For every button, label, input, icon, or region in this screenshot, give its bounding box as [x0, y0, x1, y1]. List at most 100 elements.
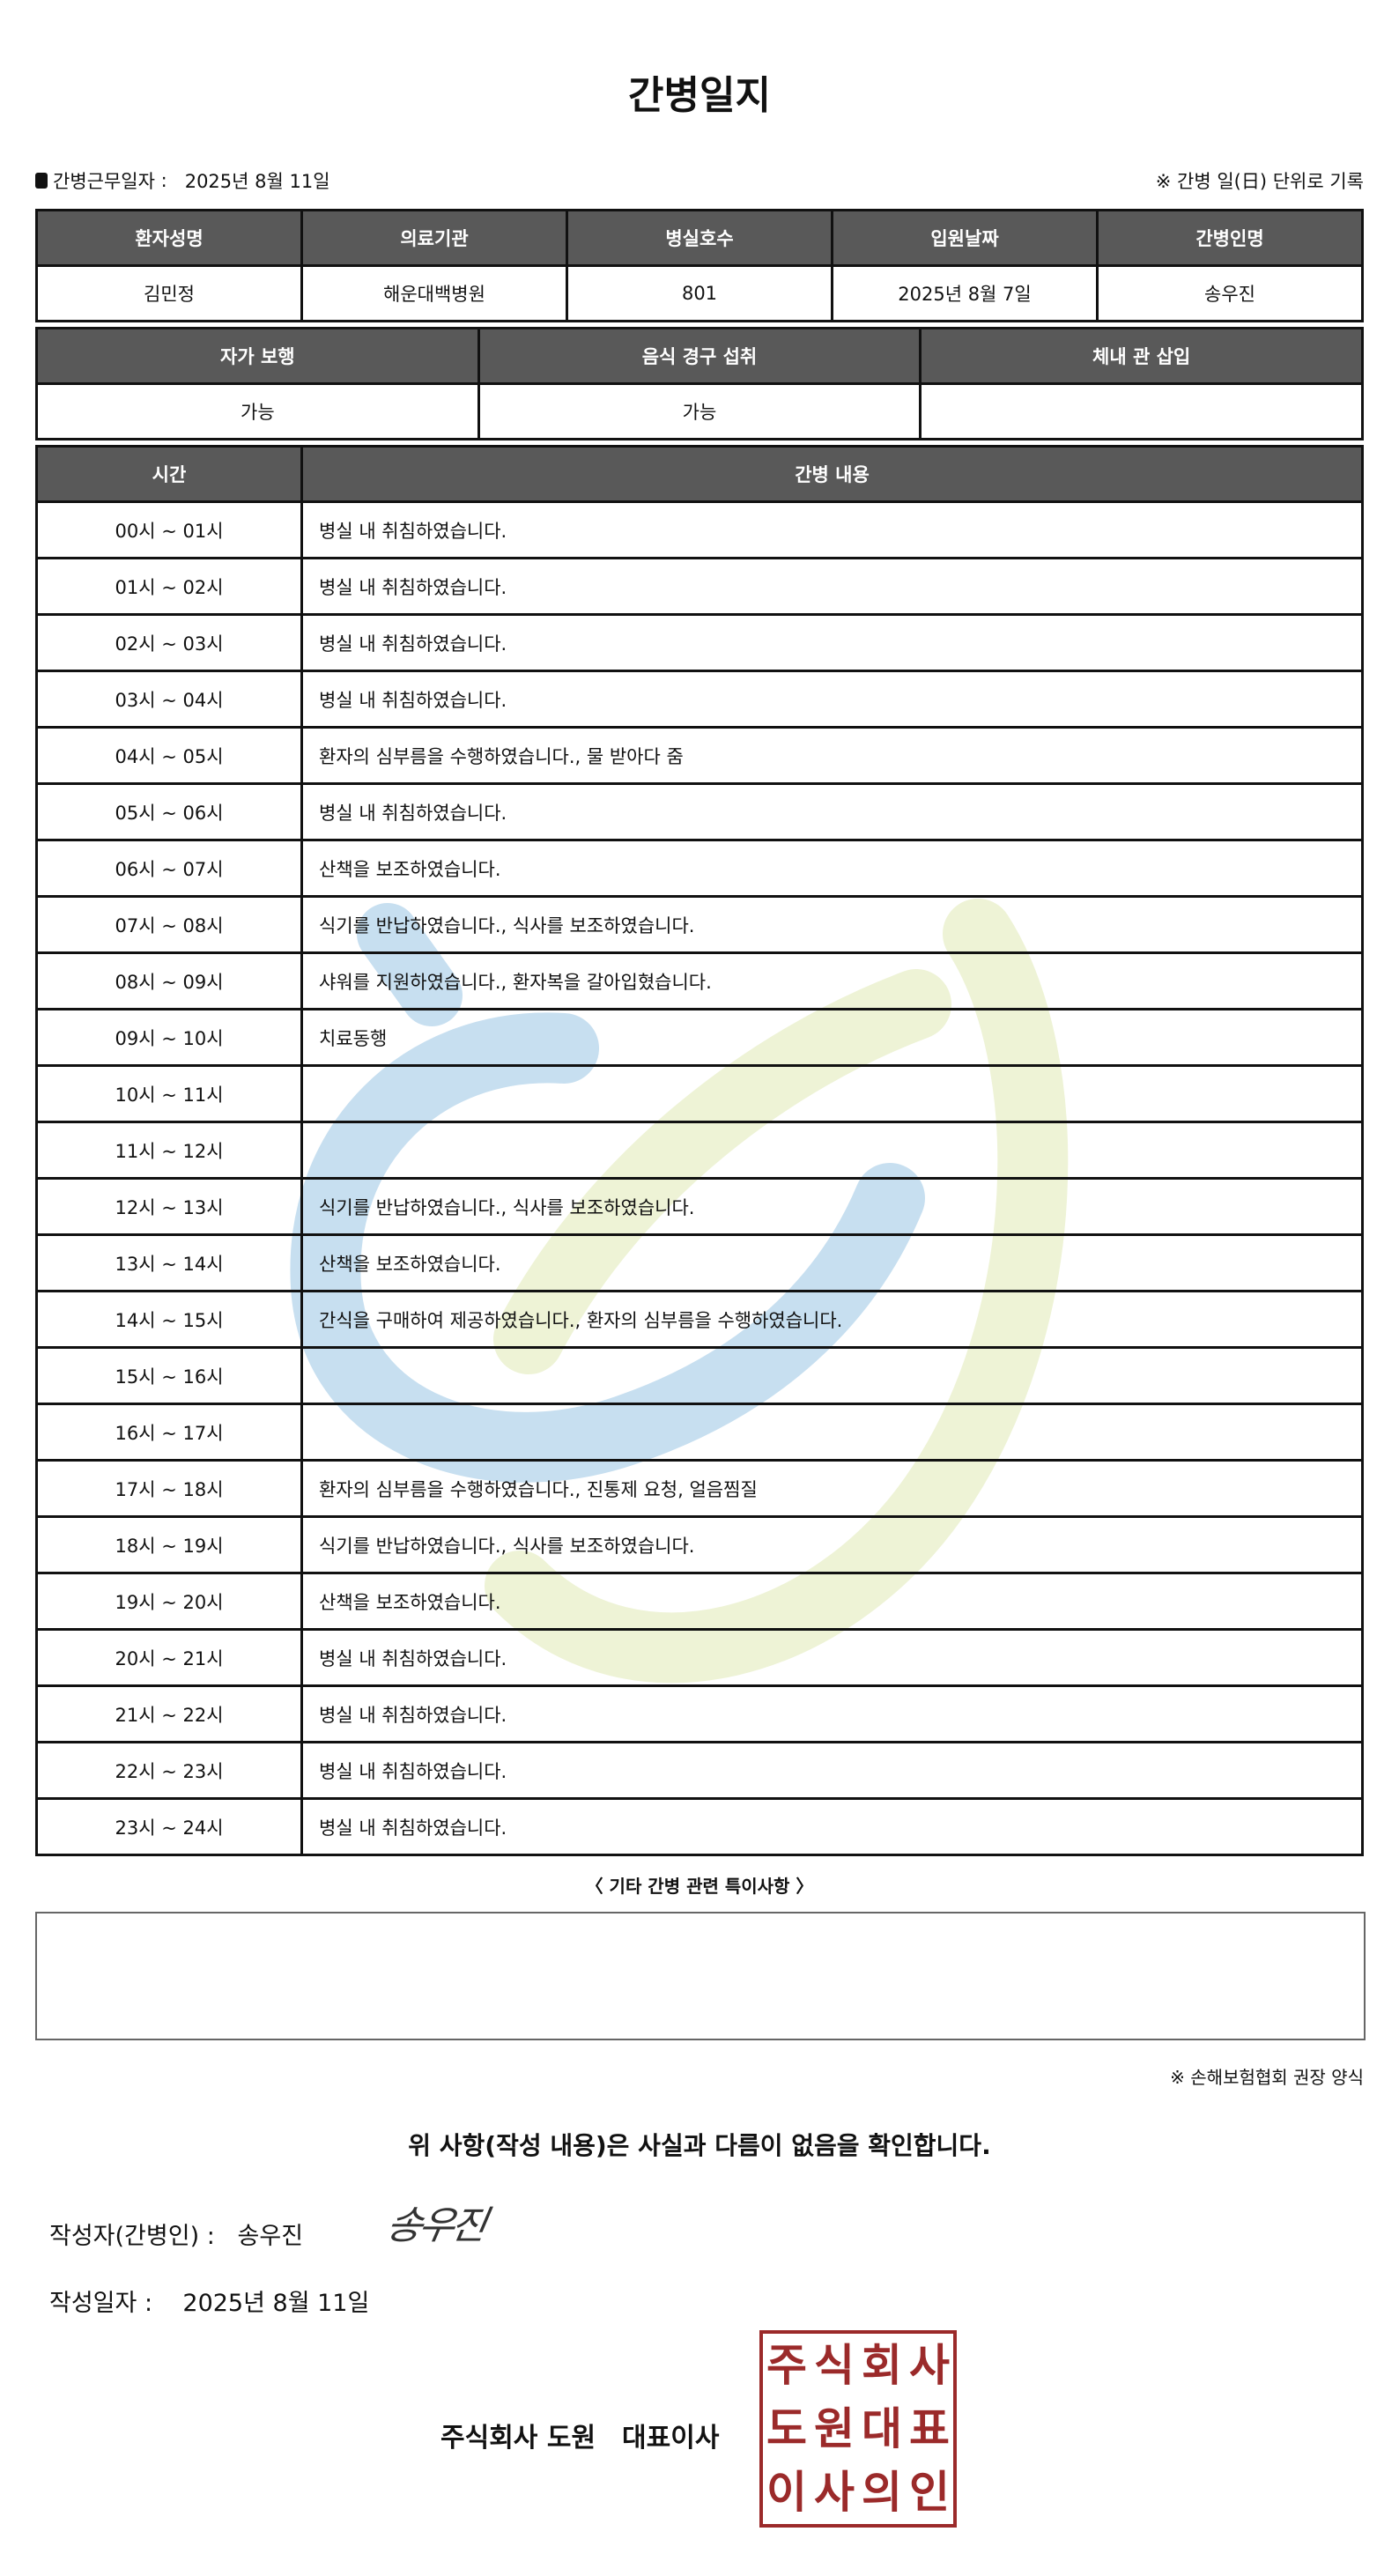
time-cell: 10시 ~ 11시: [35, 1064, 303, 1123]
time-cell: 11시 ~ 12시: [35, 1121, 303, 1180]
table-row: 05시 ~ 06시 병실 내 취침하였습니다.: [35, 782, 1364, 841]
write-date-line: 작성일자 : 2025년 8월 11일: [49, 2284, 369, 2318]
table-row: 09시 ~ 10시 치료동행: [35, 1008, 1364, 1067]
table-row: 10시 ~ 11시: [35, 1064, 1364, 1123]
content-cell: [300, 1403, 1364, 1462]
content-cell: 병실 내 취침하였습니다.: [300, 1741, 1364, 1800]
table-row: 01시 ~ 02시 병실 내 취침하였습니다.: [35, 557, 1364, 616]
header-walking: 자가 보행: [35, 327, 480, 385]
table-row: 18시 ~ 19시 식기를 반납하였습니다., 식사를 보조하였습니다.: [35, 1515, 1364, 1574]
content-cell: 치료동행: [300, 1008, 1364, 1067]
content-cell: 식기를 반납하였습니다., 식사를 보조하였습니다.: [300, 1515, 1364, 1574]
time-cell: 16시 ~ 17시: [35, 1403, 303, 1462]
content-cell: 병실 내 취침하였습니다.: [300, 1684, 1364, 1743]
time-cell: 21시 ~ 22시: [35, 1684, 303, 1743]
table-row: 08시 ~ 09시 샤워를 지원하였습니다., 환자복을 갈아입혔습니다.: [35, 951, 1364, 1010]
header-admission-date: 입원날짜: [831, 209, 1099, 267]
confirm-statement: 위 사항(작성 내용)은 사실과 다름이 없음을 확인합니다.: [408, 2131, 991, 2160]
time-cell: 17시 ~ 18시: [35, 1459, 303, 1518]
content-cell: [300, 1346, 1364, 1405]
room-number: 801: [566, 264, 833, 322]
table-row: 15시 ~ 16시: [35, 1346, 1364, 1405]
time-cell: 12시 ~ 13시: [35, 1177, 303, 1236]
form-note: ※ 손해보험협회 권장 양식: [1170, 2067, 1364, 2088]
time-cell: 23시 ~ 24시: [35, 1797, 303, 1856]
time-cell: 14시 ~ 15시: [35, 1290, 303, 1349]
page-title: 간병일지: [628, 73, 771, 118]
patient-name: 김민정: [35, 264, 303, 322]
time-cell: 05시 ~ 06시: [35, 782, 303, 841]
table-row: 14시 ~ 15시 간식을 구매하여 제공하였습니다., 환자의 심부름을 수행하…: [35, 1290, 1364, 1349]
time-cell: 20시 ~ 21시: [35, 1628, 303, 1687]
content-cell: 환자의 심부름을 수행하였습니다., 물 받아다 줌: [300, 726, 1364, 785]
time-cell: 19시 ~ 20시: [35, 1572, 303, 1631]
work-date-line: 간병근무일자 : 2025년 8월 11일: [35, 167, 330, 194]
write-date-label: 작성일자 :: [49, 2290, 153, 2317]
time-cell: 13시 ~ 14시: [35, 1233, 303, 1292]
table-row: 11시 ~ 12시: [35, 1121, 1364, 1180]
content-cell: 환자의 심부름을 수행하였습니다., 진통제 요청, 얼음찜질: [300, 1459, 1364, 1518]
table-row: 07시 ~ 08시 식기를 반납하였습니다., 식사를 보조하였습니다.: [35, 895, 1364, 954]
content-cell: 병실 내 취침하였습니다.: [300, 613, 1364, 672]
work-date-label: 간병근무일자: [53, 171, 155, 192]
square-bullet-icon: [35, 173, 48, 189]
content-cell: 병실 내 취침하였습니다.: [300, 1628, 1364, 1687]
stamp-char: 표: [909, 2403, 950, 2454]
colon: :: [154, 170, 185, 191]
work-date-value: 2025년 8월 11일: [184, 171, 330, 192]
stamp-char: 의: [862, 2467, 902, 2518]
table-row: 12시 ~ 13시 식기를 반납하였습니다., 식사를 보조하였습니다.: [35, 1177, 1364, 1236]
table-row: 06시 ~ 07시 산책을 보조하였습니다.: [35, 839, 1364, 898]
table-row: 20시 ~ 21시 병실 내 취침하였습니다.: [35, 1628, 1364, 1687]
writer-line: 작성자(간병인) : 송우진: [49, 2217, 303, 2251]
time-cell: 03시 ~ 04시: [35, 670, 303, 729]
content-cell: 산책을 보조하였습니다.: [300, 1233, 1364, 1292]
header-patient-name: 환자성명: [35, 209, 303, 267]
content-cell: 산책을 보조하였습니다.: [300, 1572, 1364, 1631]
handwritten-signature: 송우진: [382, 2203, 488, 2248]
writer-name: 송우진: [237, 2223, 304, 2250]
header-content: 간병 내용: [300, 445, 1364, 503]
header-tube: 체내 관 삽입: [919, 327, 1364, 385]
content-cell: 식기를 반납하였습니다., 식사를 보조하였습니다.: [300, 895, 1364, 954]
write-date: 2025년 8월 11일: [182, 2290, 370, 2317]
stamp-char: 사: [814, 2467, 855, 2518]
table-row: 23시 ~ 24시 병실 내 취침하였습니다.: [35, 1797, 1364, 1856]
time-cell: 15시 ~ 16시: [35, 1346, 303, 1405]
header-oral-intake: 음식 경구 섭취: [477, 327, 922, 385]
company-signatory: 주식회사 도원 대표이사: [440, 2423, 720, 2454]
content-cell: 병실 내 취침하였습니다.: [300, 670, 1364, 729]
time-cell: 07시 ~ 08시: [35, 895, 303, 954]
content-cell: [300, 1064, 1364, 1123]
table-row: 21시 ~ 22시 병실 내 취침하였습니다.: [35, 1684, 1364, 1743]
table-row: 02시 ~ 03시 병실 내 취침하였습니다.: [35, 613, 1364, 672]
content-cell: 병실 내 취침하였습니다.: [300, 557, 1364, 616]
content-cell: 병실 내 취침하였습니다.: [300, 782, 1364, 841]
header-room: 병실호수: [566, 209, 833, 267]
oral-intake-value: 가능: [477, 382, 922, 440]
content-cell: 산책을 보조하였습니다.: [300, 839, 1364, 898]
content-cell: 간식을 구매하여 제공하였습니다., 환자의 심부름을 수행하였습니다.: [300, 1290, 1364, 1349]
stamp-char: 도: [766, 2403, 807, 2454]
notes-box: [35, 1912, 1366, 2040]
writer-label: 작성자(간병인) :: [49, 2223, 215, 2250]
admission-date: 2025년 8월 7일: [831, 264, 1099, 322]
stamp-char: 이: [766, 2467, 807, 2518]
time-cell: 02시 ~ 03시: [35, 613, 303, 672]
care-log-table: 시간 간병 내용 00시 ~ 01시 병실 내 취침하였습니다. 01시 ~ 02시…: [35, 445, 1364, 1856]
table-row: 19시 ~ 20시 산책을 보조하였습니다.: [35, 1572, 1364, 1631]
caregiver-name: 송우진: [1096, 264, 1364, 322]
time-cell: 09시 ~ 10시: [35, 1008, 303, 1067]
time-cell: 04시 ~ 05시: [35, 726, 303, 785]
table-row: 16시 ~ 17시: [35, 1403, 1364, 1462]
stamp-char: 주: [766, 2340, 807, 2391]
table-row: 04시 ~ 05시 환자의 심부름을 수행하였습니다., 물 받아다 줌: [35, 726, 1364, 785]
content-cell: 병실 내 취침하였습니다.: [300, 500, 1364, 559]
time-cell: 00시 ~ 01시: [35, 500, 303, 559]
tube-value: [919, 382, 1364, 440]
time-cell: 01시 ~ 02시: [35, 557, 303, 616]
content-cell: [300, 1121, 1364, 1180]
time-cell: 18시 ~ 19시: [35, 1515, 303, 1574]
table-row: 17시 ~ 18시 환자의 심부름을 수행하였습니다., 진통제 요청, 얼음찜질: [35, 1459, 1364, 1518]
